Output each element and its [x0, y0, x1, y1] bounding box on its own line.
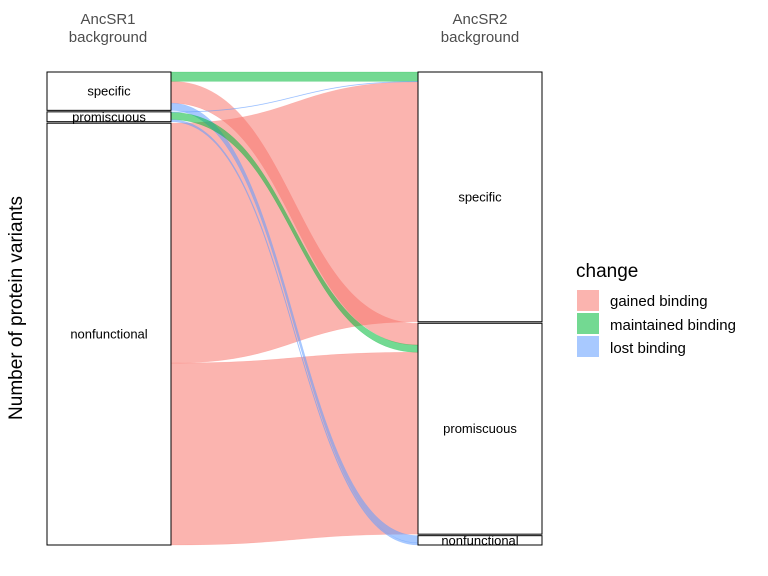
axis1-stratum-label-nonfunctional: nonfunctional: [70, 327, 147, 342]
legend-label-maintained: maintained binding: [610, 317, 736, 334]
flow-specific-to-specific: [170, 71, 419, 82]
axis2-stratum-specific: [417, 71, 543, 323]
legend-key-gained: [577, 290, 599, 311]
flows-layer: [170, 71, 419, 546]
axis1-stratum-nonfunctional: [46, 122, 172, 546]
legend: change gained binding maintained binding…: [576, 261, 736, 357]
axis1-title-line2: background: [69, 29, 147, 46]
axis2-stratum-promiscuous: [417, 322, 543, 535]
flow-nonfunctional-to-promiscuous: [170, 352, 419, 546]
axis1-title-line1: AncSR1: [80, 11, 135, 28]
legend-title: change: [576, 261, 638, 282]
labels-layer: specific promiscuous nonfunctional specific…: [70, 84, 518, 548]
axis1-stratum-promiscuous: [46, 111, 172, 123]
y-axis-label: Number of protein variants: [6, 196, 27, 420]
axis2-title-line1: AncSR2: [452, 11, 507, 28]
legend-key-lost: [577, 336, 599, 357]
legend-key-maintained: [577, 313, 599, 334]
axis2-stratum-label-specific: specific: [458, 189, 502, 204]
axis1-stratum-specific: [46, 71, 172, 111]
axis2-stratum-label-promiscuous: promiscuous: [443, 421, 517, 436]
strata-layer: [46, 71, 543, 546]
legend-label-gained: gained binding: [610, 293, 708, 310]
axis1-stratum-label-promiscuous: promiscuous: [72, 109, 146, 124]
legend-label-lost: lost binding: [610, 340, 686, 357]
axis2-title-line2: background: [441, 29, 519, 46]
axis1-stratum-label-specific: specific: [87, 84, 131, 99]
axis2-stratum-nonfunctional: [417, 535, 543, 546]
axis2-stratum-label-nonfunctional: nonfunctional: [441, 533, 518, 548]
